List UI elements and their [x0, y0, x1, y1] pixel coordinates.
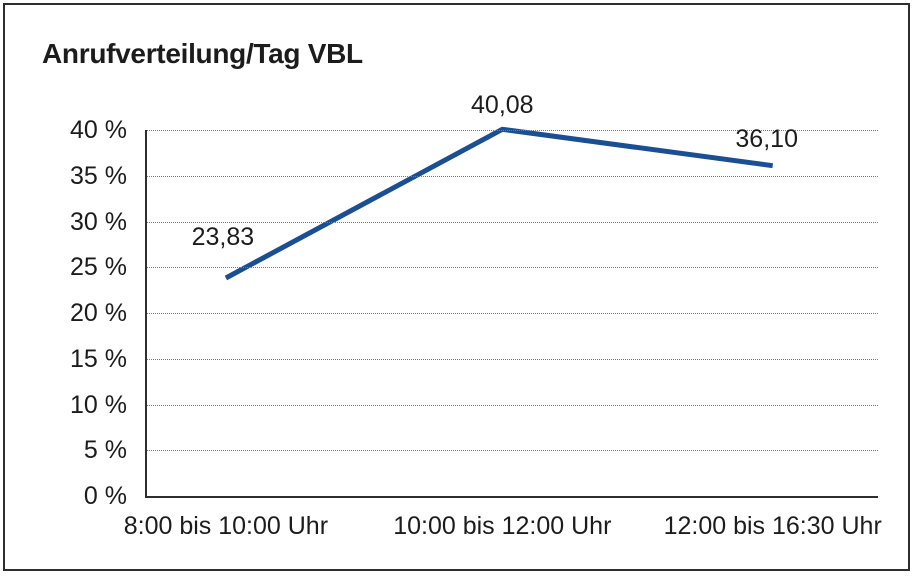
y-tick-label-0: 0 % [83, 482, 127, 510]
y-tick-label-25: 25 % [70, 253, 127, 282]
x-tick-label: 12:00 bis 16:30 Uhr [663, 512, 882, 540]
data-label: 40,08 [471, 91, 534, 120]
gridline-25 [147, 267, 878, 269]
y-tick-label-15: 15 % [70, 344, 127, 373]
y-tick-label-35: 35 % [70, 161, 127, 190]
x-tick-label: 10:00 bis 12:00 Uhr [393, 512, 612, 540]
y-tick-label-20: 20 % [70, 299, 127, 327]
data-line [224, 126, 774, 281]
gridline-30 [147, 221, 878, 223]
y-tick-label-10: 10 % [70, 390, 127, 419]
gridline-10 [147, 404, 878, 406]
y-tick-label-30: 30 % [70, 207, 127, 236]
gridline-20 [147, 313, 878, 314]
x-tick-label: 8:00 bis 10:00 Uhr [123, 512, 329, 540]
plot-area: 0 % 5 % 10 % 15 % 20 % 25 % 30 % 35 % 40 % 8:00 b… [70, 91, 882, 540]
gridline-5 [147, 450, 878, 452]
data-label: 36,10 [735, 124, 798, 153]
y-tick-label-5: 5 % [83, 436, 127, 465]
gridline-15 [147, 358, 878, 360]
chart-title: Anrufverteilung/Tag VBL [42, 38, 363, 69]
data-label: 23,83 [191, 223, 255, 251]
gridline-40 [147, 130, 878, 131]
y-tick-label-40: 40 % [70, 116, 127, 144]
line-series-svg [224, 126, 774, 281]
chart-frame: Anrufverteilung/Tag VBL 0 % 5 % 10 % 15 % 20… [3, 3, 910, 571]
gridline-35 [147, 175, 878, 177]
